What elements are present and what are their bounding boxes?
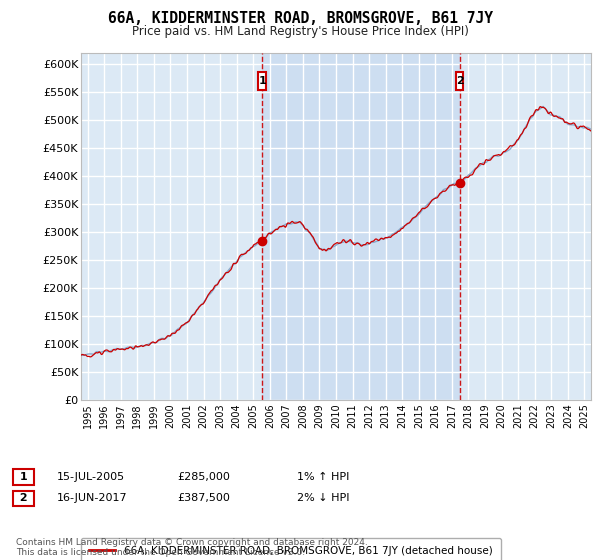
Text: 1: 1: [16, 472, 32, 482]
Text: Price paid vs. HM Land Registry's House Price Index (HPI): Price paid vs. HM Land Registry's House …: [131, 25, 469, 38]
Text: Contains HM Land Registry data © Crown copyright and database right 2024.
This d: Contains HM Land Registry data © Crown c…: [16, 538, 368, 557]
Text: 66A, KIDDERMINSTER ROAD, BROMSGROVE, B61 7JY: 66A, KIDDERMINSTER ROAD, BROMSGROVE, B61…: [107, 11, 493, 26]
Text: 2% ↓ HPI: 2% ↓ HPI: [297, 493, 349, 503]
Bar: [262, 53, 460, 400]
FancyBboxPatch shape: [456, 72, 463, 90]
FancyBboxPatch shape: [259, 72, 266, 90]
Text: 15-JUL-2005: 15-JUL-2005: [57, 472, 125, 482]
Text: 1% ↑ HPI: 1% ↑ HPI: [297, 472, 349, 482]
Legend: 66A, KIDDERMINSTER ROAD, BROMSGROVE, B61 7JY (detached house), HPI: Average pric: 66A, KIDDERMINSTER ROAD, BROMSGROVE, B61…: [81, 538, 501, 560]
Text: £387,500: £387,500: [177, 493, 230, 503]
Text: 16-JUN-2017: 16-JUN-2017: [57, 493, 128, 503]
Text: 2: 2: [16, 493, 32, 503]
Text: 2: 2: [455, 76, 463, 86]
Text: £285,000: £285,000: [177, 472, 230, 482]
Text: 1: 1: [258, 76, 266, 86]
